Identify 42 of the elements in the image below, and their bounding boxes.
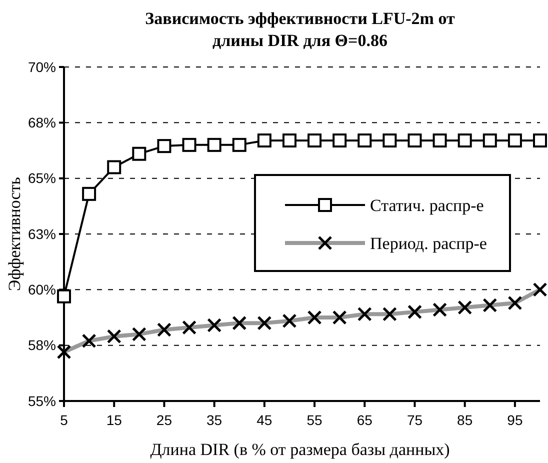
x-tick-label: 15 bbox=[106, 412, 122, 428]
point bbox=[458, 133, 472, 148]
point bbox=[332, 133, 347, 148]
chart-title: Зависимость эффективности LFU-2m от длины DIR для Θ=0.86 bbox=[145, 9, 456, 50]
x-tick-label: 5 bbox=[60, 412, 68, 428]
point bbox=[107, 160, 122, 174]
point bbox=[382, 133, 397, 148]
point bbox=[358, 133, 372, 148]
point bbox=[408, 133, 422, 148]
point bbox=[282, 133, 296, 148]
point bbox=[533, 133, 547, 148]
y-tick-label: 63% bbox=[28, 226, 56, 242]
point bbox=[57, 289, 71, 304]
y-tick-label: 58% bbox=[28, 337, 56, 354]
y-tick-label: 65% bbox=[28, 170, 56, 186]
x-tick-label: 45 bbox=[256, 412, 272, 428]
point bbox=[182, 138, 196, 152]
y-axis-title: Эффективность bbox=[5, 176, 24, 292]
point bbox=[82, 186, 96, 201]
point bbox=[482, 133, 497, 148]
point bbox=[132, 146, 146, 161]
legend-label: Период. распр-е bbox=[370, 234, 487, 253]
point bbox=[308, 133, 322, 148]
point bbox=[508, 133, 522, 148]
point bbox=[432, 133, 447, 148]
x-tick-label: 85 bbox=[457, 412, 473, 428]
point bbox=[232, 138, 246, 152]
y-tick-label: 68% bbox=[28, 114, 56, 131]
y-tick-label: 60% bbox=[28, 282, 56, 298]
x-tick-label: 35 bbox=[206, 412, 222, 428]
point bbox=[257, 133, 272, 148]
y-tick-label: 55% bbox=[28, 392, 56, 409]
x-tick-label: 95 bbox=[507, 412, 523, 428]
point bbox=[207, 138, 222, 152]
x-axis-title: Длина DIR (в % от размера базы данных) bbox=[150, 440, 450, 459]
y-tick-label: 70% bbox=[28, 58, 56, 75]
x-tick-label: 25 bbox=[156, 412, 172, 428]
x-tick-label: 65 bbox=[356, 412, 373, 428]
point bbox=[157, 139, 172, 154]
x-tick-label: 75 bbox=[406, 412, 423, 428]
legend-label: Статич. распр-е bbox=[370, 196, 484, 215]
x-tick-label: 55 bbox=[306, 412, 323, 428]
